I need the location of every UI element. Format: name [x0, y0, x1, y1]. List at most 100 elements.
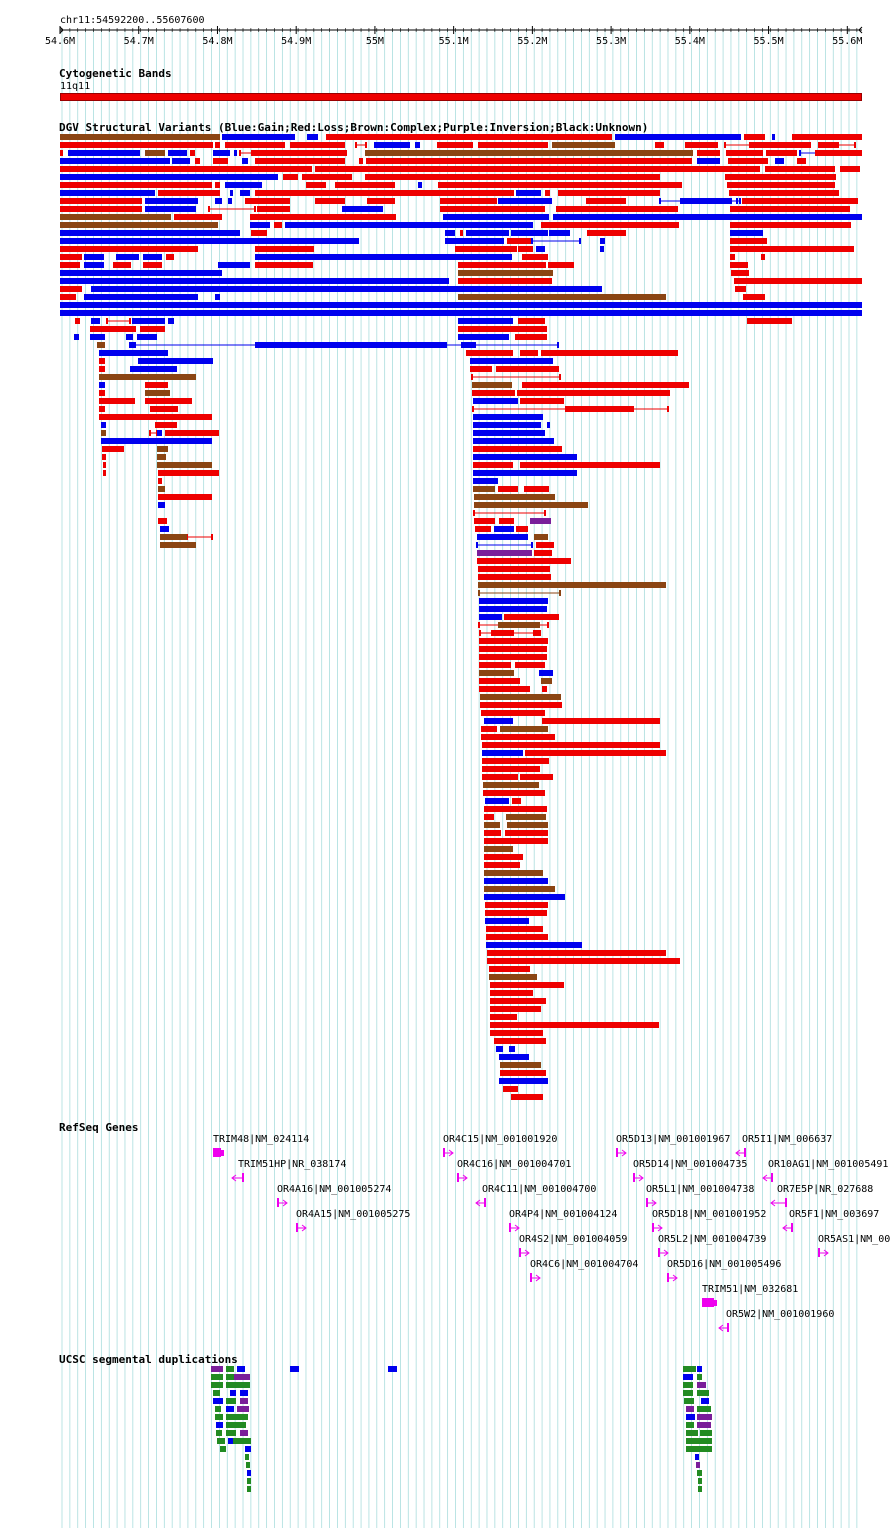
- dgv-variant[interactable]: [490, 982, 564, 988]
- dgv-variant[interactable]: [174, 214, 222, 220]
- dgv-variant[interactable]: [137, 334, 157, 340]
- forward-strand-arrow-icon[interactable]: [652, 1223, 666, 1233]
- dgv-variant[interactable]: [490, 1006, 541, 1012]
- dgv-variant[interactable]: [366, 158, 692, 164]
- dgv-variant[interactable]: [116, 254, 139, 260]
- dgv-variant[interactable]: [479, 670, 514, 676]
- dgv-variant[interactable]: [478, 574, 551, 580]
- dgv-variant[interactable]: [484, 846, 513, 852]
- segdup-block[interactable]: [211, 1366, 223, 1372]
- forward-strand-arrow-icon[interactable]: [443, 1148, 457, 1158]
- segdup-block[interactable]: [240, 1398, 248, 1404]
- dgv-variant[interactable]: [215, 182, 220, 188]
- dgv-variant[interactable]: [480, 702, 562, 708]
- forward-strand-arrow-icon[interactable]: [457, 1173, 471, 1183]
- dgv-variant[interactable]: [84, 254, 104, 260]
- dgv-variant[interactable]: [60, 174, 278, 180]
- forward-strand-arrow-icon[interactable]: [667, 1273, 681, 1283]
- dgv-variant[interactable]: [251, 230, 267, 236]
- dgv-variant[interactable]: [60, 166, 312, 172]
- dgv-variant[interactable]: [473, 446, 562, 452]
- dgv-variant[interactable]: [484, 886, 555, 892]
- segdup-block[interactable]: [686, 1438, 712, 1444]
- dgv-variant[interactable]: [477, 558, 571, 564]
- gene-label[interactable]: OR10AG1|NM_001005491: [768, 1159, 889, 1170]
- dgv-variant[interactable]: [522, 254, 548, 260]
- dgv-variant[interactable]: [99, 414, 212, 420]
- segdup-block[interactable]: [697, 1366, 702, 1372]
- gene-label[interactable]: OR5F1|NM_003697: [789, 1209, 880, 1220]
- dgv-variant[interactable]: [473, 414, 543, 420]
- dgv-variant[interactable]: [60, 246, 198, 252]
- dgv-variant[interactable]: [485, 798, 509, 804]
- dgv-variant[interactable]: [479, 678, 520, 684]
- dgv-variant[interactable]: [306, 182, 326, 188]
- dgv-variant[interactable]: [484, 718, 513, 724]
- dgv-variant[interactable]: [655, 142, 664, 148]
- dgv-variant[interactable]: [103, 462, 106, 468]
- dgv-variant[interactable]: [473, 454, 577, 460]
- dgv-variant[interactable]: [505, 830, 548, 836]
- dgv-variant[interactable]: [157, 462, 212, 468]
- dgv-variant[interactable]: [160, 534, 187, 540]
- dgv-variant[interactable]: [500, 1070, 546, 1076]
- dgv-variant-span[interactable]: [476, 542, 533, 548]
- dgv-variant[interactable]: [685, 142, 718, 148]
- dgv-variant[interactable]: [274, 222, 282, 228]
- dgv-variant[interactable]: [558, 190, 660, 196]
- segdup-block[interactable]: [683, 1374, 693, 1380]
- segdup-block[interactable]: [247, 1470, 251, 1476]
- dgv-variant[interactable]: [97, 342, 105, 348]
- dgv-variant[interactable]: [473, 462, 513, 468]
- dgv-variant[interactable]: [772, 134, 775, 140]
- dgv-variant[interactable]: [315, 166, 760, 172]
- dgv-variant[interactable]: [60, 278, 449, 284]
- dgv-variant[interactable]: [727, 182, 835, 188]
- segdup-block[interactable]: [247, 1486, 251, 1492]
- dgv-variant[interactable]: [473, 422, 541, 428]
- dgv-variant[interactable]: [255, 254, 512, 260]
- segdup-block[interactable]: [290, 1366, 299, 1372]
- dgv-variant[interactable]: [472, 390, 515, 396]
- dgv-variant[interactable]: [511, 230, 548, 236]
- dgv-variant-span[interactable]: [531, 238, 581, 244]
- segdup-block[interactable]: [213, 1398, 223, 1404]
- dgv-variant[interactable]: [484, 894, 565, 900]
- dgv-variant[interactable]: [548, 262, 574, 268]
- dgv-variant[interactable]: [195, 158, 200, 164]
- dgv-variant[interactable]: [74, 334, 79, 340]
- dgv-variant[interactable]: [506, 814, 546, 820]
- dgv-variant[interactable]: [498, 198, 552, 204]
- dgv-variant[interactable]: [547, 422, 550, 428]
- dgv-variant[interactable]: [482, 742, 660, 748]
- dgv-variant[interactable]: [99, 406, 105, 412]
- dgv-variant[interactable]: [102, 446, 124, 452]
- dgv-variant[interactable]: [520, 774, 553, 780]
- forward-strand-arrow-icon[interactable]: [277, 1198, 291, 1208]
- dgv-variant[interactable]: [473, 470, 577, 476]
- dgv-variant[interactable]: [101, 438, 212, 444]
- segdup-block[interactable]: [700, 1430, 712, 1436]
- dgv-variant[interactable]: [487, 958, 680, 964]
- segdup-block[interactable]: [697, 1422, 711, 1428]
- reverse-strand-arrow-icon[interactable]: [231, 1173, 247, 1183]
- segdup-block[interactable]: [697, 1406, 711, 1412]
- dgv-variant[interactable]: [766, 150, 797, 156]
- dgv-variant[interactable]: [511, 1094, 543, 1100]
- dgv-variant[interactable]: [765, 166, 835, 172]
- dgv-variant[interactable]: [475, 526, 491, 532]
- dgv-variant[interactable]: [474, 502, 588, 508]
- dgv-variant[interactable]: [443, 214, 549, 220]
- dgv-variant[interactable]: [479, 646, 547, 652]
- segdup-block[interactable]: [226, 1414, 248, 1420]
- dgv-variant[interactable]: [99, 382, 105, 388]
- segdup-block[interactable]: [697, 1414, 712, 1420]
- dgv-variant[interactable]: [479, 654, 547, 660]
- dgv-variant[interactable]: [157, 446, 168, 452]
- dgv-variant[interactable]: [499, 1054, 529, 1060]
- segdup-block[interactable]: [247, 1478, 251, 1484]
- segdup-block[interactable]: [245, 1454, 249, 1460]
- dgv-variant[interactable]: [490, 1022, 659, 1028]
- segdup-block[interactable]: [211, 1382, 223, 1388]
- dgv-variant[interactable]: [518, 318, 545, 324]
